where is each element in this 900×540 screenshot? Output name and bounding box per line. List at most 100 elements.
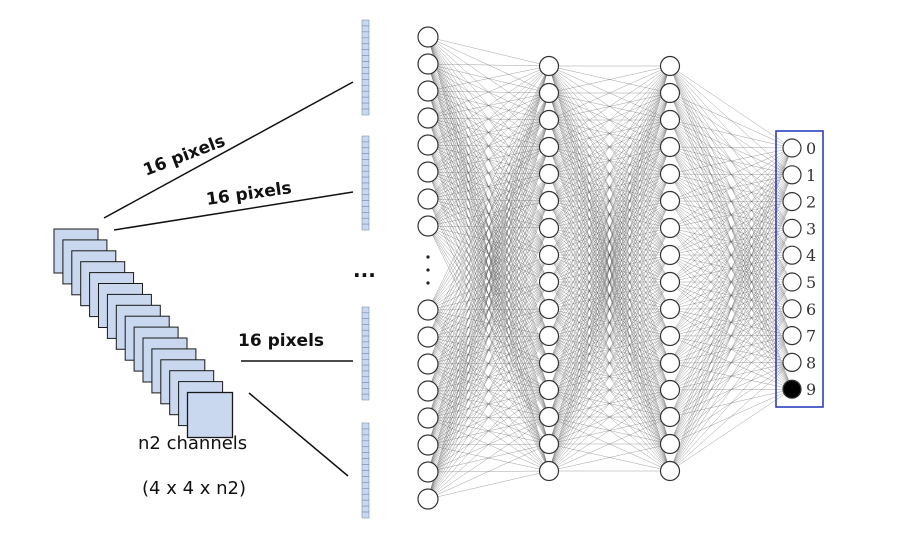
edge-hidden2-output (669, 362, 793, 472)
hidden2-node-7 (659, 217, 681, 239)
edge-hidden2-output (669, 147, 793, 418)
edge-hidden1-hidden2 (548, 65, 671, 337)
edge-input-hidden1 (427, 63, 550, 67)
edge-input-hidden1 (427, 65, 550, 500)
edge-hidden1-hidden2 (548, 281, 671, 472)
vector-cell (361, 464, 370, 471)
edge-input-hidden1 (427, 65, 550, 419)
output-label-8: 8 (806, 353, 816, 372)
hidden2-node-1 (659, 55, 681, 77)
edge-hidden2-output (669, 65, 793, 149)
output-label-6: 6 (806, 300, 816, 319)
edge-hidden1-hidden2 (548, 65, 671, 391)
input-node-15 (417, 461, 439, 483)
hidden1-node-16 (538, 460, 560, 482)
feature-map-stack (53, 228, 234, 439)
output-node-6 (782, 299, 802, 319)
vector-cell (361, 511, 370, 519)
vector-cell (361, 90, 370, 98)
vector-cell (361, 25, 370, 33)
vector-cell (361, 422, 370, 430)
vector-cell (361, 312, 370, 319)
vector-cell (361, 135, 370, 143)
pixels-label-1: 16 pixels (141, 131, 228, 180)
vector-cell (361, 73, 370, 80)
vector-cell (361, 49, 370, 56)
hidden2-node-12 (659, 352, 681, 374)
hidden1-node-1 (538, 55, 560, 77)
edge-hidden1-hidden2 (548, 227, 671, 472)
edge-hidden2-output (669, 147, 793, 175)
edge-input-hidden1 (427, 225, 550, 472)
vector-cell (361, 353, 370, 360)
edge-hidden2-output (669, 147, 793, 337)
edge-hidden1-hidden2 (548, 65, 671, 418)
hidden1-node-2 (538, 82, 560, 104)
edge-hidden1-hidden2 (548, 200, 671, 472)
output-label-2: 2 (806, 193, 816, 212)
vector-cell (361, 102, 370, 110)
edge-hidden2-output (669, 147, 793, 364)
hidden1-node-8 (538, 244, 560, 266)
vector-cell (361, 476, 370, 483)
edge-input-hidden1 (427, 65, 550, 227)
vector-cell (361, 200, 370, 207)
vector-cell (361, 165, 370, 172)
vector-cell (361, 458, 370, 465)
hidden2-node-11 (659, 325, 681, 347)
hidden2-node-10 (659, 298, 681, 320)
hidden1-node-9 (538, 271, 560, 293)
edge-input-hidden1 (427, 65, 550, 338)
vector-cell (361, 341, 370, 348)
vector-cell (361, 505, 370, 513)
hidden1-node-5 (538, 163, 560, 185)
vector-cell (361, 329, 370, 337)
edge-input-hidden1 (427, 225, 550, 310)
input-node-11 (417, 353, 439, 375)
edge-hidden1-hidden2 (548, 65, 671, 202)
edge-hidden1-hidden2 (548, 65, 671, 445)
hidden2-node-14 (659, 406, 681, 428)
vector-cell (361, 388, 370, 395)
edge-input-hidden1 (427, 389, 550, 500)
hidden2-node-16 (659, 460, 681, 482)
edge-hidden2-output (669, 147, 793, 202)
edge-input-hidden1 (427, 200, 550, 500)
edge-input-hidden1 (427, 173, 550, 500)
flattened-vectors (361, 19, 370, 519)
edge-input-hidden1 (427, 335, 550, 500)
vector-cell (361, 19, 370, 27)
vector-cell (361, 376, 370, 383)
edge-input-hidden1 (427, 281, 550, 500)
vector-cell (361, 108, 370, 116)
flattened-vector-3 (361, 306, 370, 401)
edge-hidden2-output (669, 147, 793, 472)
vector-cell (361, 159, 370, 166)
input-node-7 (417, 188, 439, 210)
output-label-3: 3 (806, 219, 816, 238)
hidden2-node-13 (659, 379, 681, 401)
output-node-9 (782, 379, 802, 399)
vector-cell (361, 488, 370, 495)
edge-hidden1-hidden2 (548, 173, 671, 472)
edge-input-hidden1 (427, 225, 550, 256)
edge-hidden2-output (669, 201, 793, 472)
edge-input-hidden1 (427, 254, 550, 500)
vector-cell (361, 428, 370, 436)
hidden1-node-4 (538, 136, 560, 158)
vector-cell (361, 153, 370, 160)
output-node-3 (782, 218, 802, 238)
hidden2-node-8 (659, 244, 681, 266)
vector-cell (361, 182, 370, 190)
edge-input-hidden1 (427, 92, 550, 227)
input-node-14 (417, 434, 439, 456)
output-box (775, 130, 824, 408)
vector-cell (361, 370, 370, 378)
edge-hidden1-hidden2 (548, 65, 671, 256)
edge-input-hidden1 (427, 65, 550, 146)
hidden1-node-6 (538, 190, 560, 212)
edge-input-hidden1 (427, 146, 550, 500)
vector-cell (361, 382, 370, 389)
edge-hidden2-output (669, 228, 793, 472)
edge-hidden1-hidden2 (548, 416, 671, 472)
